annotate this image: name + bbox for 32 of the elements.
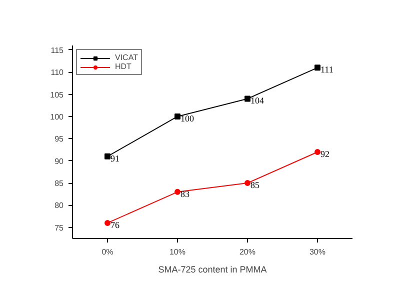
y-tick-label: 90 <box>54 156 64 166</box>
data-label: 104 <box>250 96 264 106</box>
point <box>314 148 320 155</box>
y-tick-label: 110 <box>50 68 64 78</box>
point <box>104 153 110 160</box>
y-tick-label: 80 <box>54 201 64 210</box>
data-label: 100 <box>180 113 194 124</box>
y-tick-label: 100 <box>50 112 64 122</box>
legend-label: VICAT <box>115 53 138 62</box>
y-tick-label: 115 <box>50 46 64 55</box>
legend-label: HDT <box>115 62 132 71</box>
x-tick-label: 0% <box>102 248 114 256</box>
data-label: 85 <box>250 180 260 190</box>
y-tick-label: 75 <box>54 223 64 232</box>
x-axis-title: SMA-725 content in PMMA <box>158 264 267 274</box>
x-tick-label: 30% <box>309 248 326 256</box>
point <box>104 220 110 226</box>
point <box>314 64 320 71</box>
x-tick-label: 20% <box>239 248 256 256</box>
point <box>244 180 250 186</box>
data-label: 91 <box>110 153 120 164</box>
y-tick-label: 95 <box>54 134 64 144</box>
y-tick-label: 105 <box>50 90 64 100</box>
point <box>244 96 250 102</box>
point <box>174 113 180 120</box>
point <box>174 188 180 195</box>
data-label: 111 <box>320 64 334 75</box>
x-tick-label: 10% <box>169 248 186 256</box>
data-label: 76 <box>110 220 120 230</box>
y-tick-label: 85 <box>54 179 64 188</box>
data-label: 83 <box>180 188 190 199</box>
data-label: 92 <box>320 148 330 159</box>
